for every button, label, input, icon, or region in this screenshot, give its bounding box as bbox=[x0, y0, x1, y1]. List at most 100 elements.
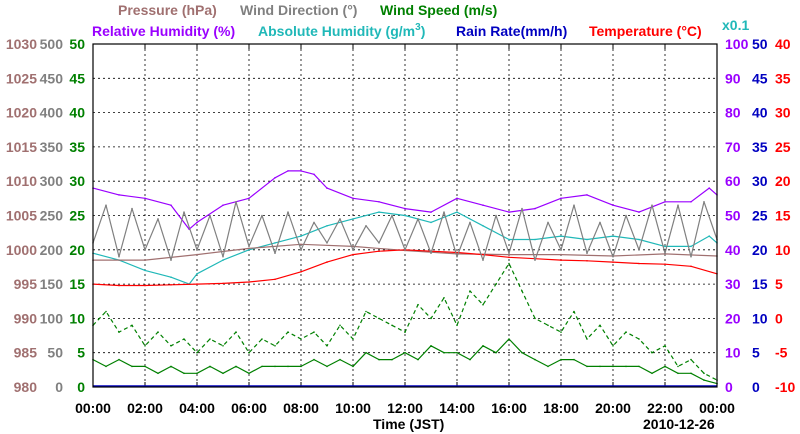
data-point-relative-humidity bbox=[664, 201, 666, 203]
data-point-wind-speed-max bbox=[105, 310, 107, 313]
y-tick-temperature: 5 bbox=[775, 276, 783, 292]
data-point-wind-speed bbox=[677, 372, 679, 375]
data-point-wind-speed-max bbox=[482, 303, 484, 306]
data-point-wind-direction bbox=[664, 252, 666, 254]
data-point-wind-direction bbox=[469, 221, 471, 224]
data-point-wind-direction bbox=[209, 214, 211, 217]
data-point-wind-speed-max bbox=[534, 317, 536, 320]
data-point-absolute-humidity bbox=[534, 238, 536, 241]
data-point-wind-speed-max bbox=[196, 351, 198, 354]
data-point-wind-direction bbox=[105, 204, 107, 206]
x-tick-label: 12:00 bbox=[387, 400, 423, 416]
y-tick-wind-speed: 50 bbox=[69, 36, 85, 52]
data-point-wind-speed bbox=[157, 372, 159, 375]
y-tick-wind-direction: 200 bbox=[40, 242, 64, 258]
data-point-wind-direction bbox=[391, 214, 393, 217]
data-point-wind-direction bbox=[378, 242, 380, 244]
y-tick-wind-speed: 35 bbox=[69, 139, 85, 155]
y-tick-rain-rate: 35 bbox=[752, 139, 768, 155]
data-point-wind-direction bbox=[508, 252, 510, 254]
data-point-relative-humidity bbox=[456, 197, 458, 200]
data-point-wind-speed bbox=[261, 365, 263, 368]
data-point-temperature bbox=[612, 261, 614, 263]
y-tick-rain-rate: 10 bbox=[752, 310, 768, 326]
data-point-wind-speed-max bbox=[391, 324, 393, 327]
y-tick-wind-speed: 10 bbox=[69, 310, 85, 326]
y-tick-wind-direction: 250 bbox=[40, 208, 64, 224]
data-point-wind-speed bbox=[378, 358, 380, 361]
data-point-wind-speed-max bbox=[352, 338, 354, 340]
y-tick-wind-speed: 20 bbox=[69, 242, 85, 258]
data-point-wind-speed-max bbox=[638, 338, 640, 340]
data-point-wind-direction bbox=[339, 218, 341, 220]
data-point-relative-humidity bbox=[300, 170, 302, 172]
data-point-wind-direction bbox=[170, 259, 172, 261]
data-point-wind-speed bbox=[300, 365, 302, 368]
data-point-relative-humidity bbox=[482, 204, 484, 206]
data-point-wind-speed-max bbox=[118, 331, 120, 333]
y-tick-wind-direction: 50 bbox=[47, 345, 63, 361]
data-point-wind-speed bbox=[638, 365, 640, 368]
data-point-absolute-humidity bbox=[508, 238, 510, 241]
y-tick-wind-speed: 5 bbox=[77, 345, 85, 361]
y-tick-relative-humidity: 60 bbox=[725, 173, 741, 189]
y-tick-pressure: 1015 bbox=[6, 139, 37, 155]
data-point-relative-humidity bbox=[222, 204, 224, 206]
data-point-wind-speed bbox=[144, 365, 146, 368]
data-point-pressure bbox=[560, 253, 562, 256]
data-point-wind-speed bbox=[287, 365, 289, 368]
y-tick-relative-humidity: 50 bbox=[725, 208, 741, 224]
data-point-wind-speed-max bbox=[183, 338, 185, 340]
y-tick-rain-rate: 40 bbox=[752, 105, 768, 121]
data-point-wind-speed bbox=[326, 365, 328, 368]
data-point-wind-speed-max bbox=[586, 338, 588, 340]
data-point-wind-speed-max bbox=[365, 310, 367, 313]
data-point-wind-direction bbox=[677, 204, 679, 206]
data-point-wind-speed-max bbox=[456, 324, 458, 327]
data-point-wind-speed-max bbox=[430, 317, 432, 320]
legend-scale-note: x0.1 bbox=[722, 17, 749, 33]
data-point-relative-humidity bbox=[534, 207, 536, 210]
y-tick-pressure: 1010 bbox=[6, 173, 37, 189]
data-point-wind-speed bbox=[469, 358, 471, 361]
data-point-wind-speed bbox=[131, 365, 133, 368]
data-point-wind-speed-max bbox=[300, 338, 302, 340]
y-tick-temperature: 25 bbox=[775, 139, 791, 155]
y-tick-pressure: 1030 bbox=[6, 36, 37, 52]
data-point-wind-speed bbox=[417, 358, 419, 361]
x-tick-label: 04:00 bbox=[179, 400, 215, 416]
data-point-wind-speed-max bbox=[274, 345, 276, 347]
data-point-wind-speed bbox=[313, 358, 315, 361]
y-tick-rain-rate: 30 bbox=[752, 173, 768, 189]
data-point-relative-humidity bbox=[378, 201, 380, 203]
data-point-wind-speed-max bbox=[378, 317, 380, 320]
data-point-wind-speed-max bbox=[495, 283, 497, 285]
data-point-wind-direction bbox=[495, 214, 497, 217]
data-point-wind-direction bbox=[417, 218, 419, 220]
y-tick-rain-rate: 0 bbox=[752, 379, 760, 395]
x-tick-label: 14:00 bbox=[439, 400, 475, 416]
data-point-wind-direction bbox=[482, 259, 484, 261]
data-point-wind-direction bbox=[573, 204, 575, 206]
y-tick-wind-direction: 450 bbox=[40, 70, 64, 86]
data-point-relative-humidity bbox=[586, 194, 588, 196]
data-point-wind-speed-max bbox=[313, 331, 315, 333]
data-point-wind-speed-max bbox=[443, 297, 445, 299]
legend-rain-rate: Rain Rate(mm/h) bbox=[456, 23, 567, 39]
x-axis-label: Time (JST) bbox=[373, 416, 444, 432]
y-tick-pressure: 1025 bbox=[6, 70, 37, 86]
data-point-wind-speed bbox=[586, 365, 588, 368]
data-point-absolute-humidity bbox=[482, 225, 484, 227]
data-point-wind-speed bbox=[547, 365, 549, 368]
y-tick-pressure: 1005 bbox=[6, 208, 37, 224]
data-point-temperature bbox=[456, 251, 458, 254]
data-point-wind-speed bbox=[365, 351, 367, 354]
data-point-relative-humidity bbox=[326, 187, 328, 189]
data-point-wind-speed-max bbox=[170, 345, 172, 347]
data-point-wind-speed bbox=[560, 358, 562, 361]
data-point-temperature bbox=[144, 284, 146, 287]
data-point-wind-speed-max bbox=[209, 338, 211, 340]
data-point-relative-humidity bbox=[274, 177, 276, 179]
y-tick-wind-speed: 0 bbox=[77, 379, 85, 395]
